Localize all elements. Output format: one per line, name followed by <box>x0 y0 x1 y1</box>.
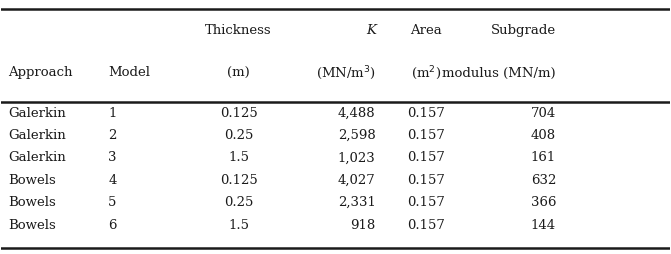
Text: 632: 632 <box>531 174 556 187</box>
Text: Area: Area <box>410 24 442 37</box>
Text: 0.25: 0.25 <box>224 129 253 142</box>
Text: 2,331: 2,331 <box>338 196 376 209</box>
Text: 0.157: 0.157 <box>407 196 445 209</box>
Text: Model: Model <box>108 67 150 80</box>
Text: (m): (m) <box>227 67 250 80</box>
Text: 2,598: 2,598 <box>338 129 376 142</box>
Text: 144: 144 <box>531 219 556 232</box>
Text: 3: 3 <box>108 151 117 164</box>
Text: modulus (MN/m): modulus (MN/m) <box>442 67 556 80</box>
Text: 0.157: 0.157 <box>407 151 445 164</box>
Text: 0.157: 0.157 <box>407 219 445 232</box>
Text: 2: 2 <box>108 129 117 142</box>
Text: Galerkin: Galerkin <box>8 129 66 142</box>
Text: 0.25: 0.25 <box>224 196 253 209</box>
Text: Bowels: Bowels <box>8 219 56 232</box>
Text: 366: 366 <box>531 196 556 209</box>
Text: Approach: Approach <box>8 67 72 80</box>
Text: 0.157: 0.157 <box>407 174 445 187</box>
Text: 6: 6 <box>108 219 117 232</box>
Text: 4,488: 4,488 <box>338 107 376 120</box>
Text: 0.125: 0.125 <box>219 174 258 187</box>
Text: 4: 4 <box>108 174 117 187</box>
Text: Galerkin: Galerkin <box>8 151 66 164</box>
Text: Thickness: Thickness <box>205 24 272 37</box>
Text: 1.5: 1.5 <box>228 151 249 164</box>
Text: 4,027: 4,027 <box>338 174 376 187</box>
Text: K: K <box>366 24 376 37</box>
Text: 1.5: 1.5 <box>228 219 249 232</box>
Text: 0.125: 0.125 <box>219 107 258 120</box>
Text: 704: 704 <box>531 107 556 120</box>
Text: Bowels: Bowels <box>8 174 56 187</box>
Text: Galerkin: Galerkin <box>8 107 66 120</box>
Text: 408: 408 <box>531 129 556 142</box>
Text: (MN/m$^3$): (MN/m$^3$) <box>316 64 376 82</box>
Text: 0.157: 0.157 <box>407 129 445 142</box>
Text: Subgrade: Subgrade <box>491 24 556 37</box>
Text: (m$^2$): (m$^2$) <box>411 64 441 82</box>
Text: 0.157: 0.157 <box>407 107 445 120</box>
Text: 5: 5 <box>108 196 117 209</box>
Text: Bowels: Bowels <box>8 196 56 209</box>
Text: 1: 1 <box>108 107 117 120</box>
Text: 161: 161 <box>531 151 556 164</box>
Text: 918: 918 <box>350 219 376 232</box>
Text: 1,023: 1,023 <box>338 151 376 164</box>
